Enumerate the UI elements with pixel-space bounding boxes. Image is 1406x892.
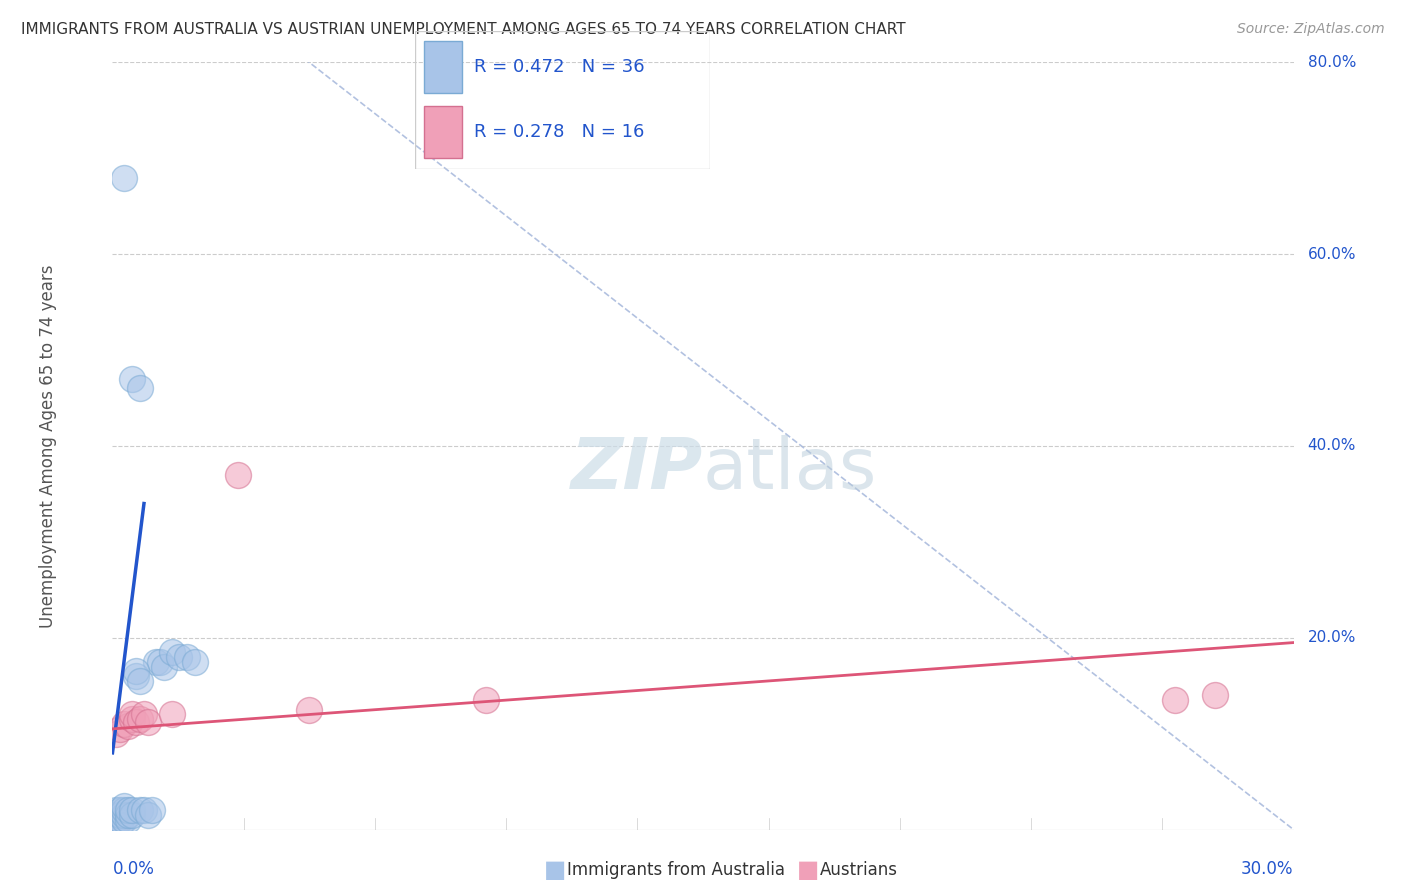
Bar <box>423 106 463 159</box>
Text: ■: ■ <box>544 858 567 881</box>
Point <box>152 659 174 673</box>
Point <box>160 645 183 659</box>
Point <box>112 808 135 822</box>
Point <box>112 813 135 827</box>
Point <box>112 170 135 185</box>
Point <box>110 818 132 832</box>
Point <box>1204 689 1226 703</box>
Text: 20.0%: 20.0% <box>1308 631 1355 645</box>
Point <box>121 707 143 722</box>
Point <box>121 808 143 822</box>
Point <box>107 813 129 827</box>
Point <box>112 804 135 818</box>
Point <box>103 818 125 832</box>
Text: atlas: atlas <box>703 434 877 503</box>
Point <box>121 712 143 726</box>
Point <box>110 722 132 736</box>
Point <box>136 808 159 822</box>
Text: ZIP: ZIP <box>571 434 703 503</box>
Point <box>184 655 207 669</box>
Text: Unemployment Among Ages 65 to 74 years: Unemployment Among Ages 65 to 74 years <box>38 264 56 628</box>
Text: 60.0%: 60.0% <box>1308 247 1357 261</box>
Text: 80.0%: 80.0% <box>1308 55 1355 70</box>
Text: 0.0%: 0.0% <box>112 860 155 879</box>
Point <box>110 813 132 827</box>
Text: ■: ■ <box>797 858 820 881</box>
Point <box>129 673 152 688</box>
Point <box>132 804 155 818</box>
Point <box>129 804 152 818</box>
Point <box>176 649 198 664</box>
Point <box>228 467 250 482</box>
Text: Source: ZipAtlas.com: Source: ZipAtlas.com <box>1237 22 1385 37</box>
Text: Immigrants from Australia: Immigrants from Australia <box>567 861 785 879</box>
Point <box>121 372 143 386</box>
Point <box>149 655 172 669</box>
Text: IMMIGRANTS FROM AUSTRALIA VS AUSTRIAN UNEMPLOYMENT AMONG AGES 65 TO 74 YEARS COR: IMMIGRANTS FROM AUSTRALIA VS AUSTRIAN UN… <box>21 22 905 37</box>
Point <box>121 804 143 818</box>
Point <box>125 669 148 683</box>
Point <box>298 703 321 717</box>
Point <box>132 707 155 722</box>
Text: Austrians: Austrians <box>820 861 897 879</box>
Point <box>117 804 139 818</box>
Point <box>110 804 132 818</box>
Point <box>117 808 139 822</box>
Text: 30.0%: 30.0% <box>1241 860 1294 879</box>
Bar <box>423 41 463 94</box>
Point <box>129 382 152 396</box>
Point <box>110 808 132 822</box>
Point <box>1164 693 1187 707</box>
Text: R = 0.472   N = 36: R = 0.472 N = 36 <box>474 58 644 76</box>
Point <box>105 726 128 740</box>
Text: R = 0.278   N = 16: R = 0.278 N = 16 <box>474 123 644 141</box>
Point <box>117 813 139 827</box>
Point <box>160 707 183 722</box>
Point <box>129 712 152 726</box>
Point <box>105 804 128 818</box>
Text: 40.0%: 40.0% <box>1308 439 1355 453</box>
Point <box>112 717 135 731</box>
Point <box>145 655 167 669</box>
Point <box>125 715 148 730</box>
Point <box>105 813 128 827</box>
Point <box>141 804 163 818</box>
Point <box>136 715 159 730</box>
Point <box>169 649 191 664</box>
Point <box>112 798 135 813</box>
Point <box>475 693 498 707</box>
Point <box>105 808 128 822</box>
Point <box>125 665 148 679</box>
Point <box>117 719 139 733</box>
